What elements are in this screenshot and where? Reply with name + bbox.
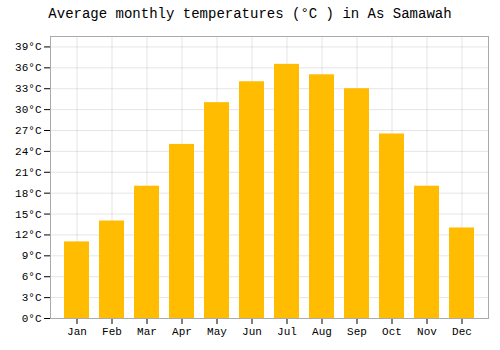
svg-text:6°C: 6°C (22, 271, 42, 283)
svg-text:Apr: Apr (172, 326, 192, 338)
svg-text:Oct: Oct (382, 326, 402, 338)
svg-text:0°C: 0°C (22, 313, 42, 325)
svg-text:30°C: 30°C (15, 104, 42, 116)
svg-text:Jan: Jan (67, 326, 87, 338)
svg-text:Mar: Mar (137, 326, 157, 338)
svg-text:3°C: 3°C (22, 292, 42, 304)
svg-text:Sep: Sep (347, 326, 367, 338)
svg-text:15°C: 15°C (15, 209, 42, 221)
html-text:Average monthly temperatures (: Average monthly temperatures (°C ) in As… (48, 6, 452, 22)
svg-text:9°C: 9°C (22, 250, 42, 262)
svg-text:12°C: 12°C (15, 229, 42, 241)
svg-text:39°C: 39°C (15, 41, 42, 53)
svg-text:18°C: 18°C (15, 188, 42, 200)
svg-text:Jul: Jul (277, 326, 297, 338)
svg-text:Aug: Aug (312, 326, 332, 338)
svg-text:Feb: Feb (102, 326, 122, 338)
svg-text:21°C: 21°C (15, 167, 42, 179)
svg-text:27°C: 27°C (15, 125, 42, 137)
svg-text:Dec: Dec (452, 326, 472, 338)
svg-text:36°C: 36°C (15, 62, 42, 74)
svg-text:33°C: 33°C (15, 83, 42, 95)
svg-text:Nov: Nov (417, 326, 437, 338)
svg-text:24°C: 24°C (15, 146, 42, 158)
svg-text:May: May (207, 326, 227, 338)
svg-text:Jun: Jun (242, 326, 262, 338)
